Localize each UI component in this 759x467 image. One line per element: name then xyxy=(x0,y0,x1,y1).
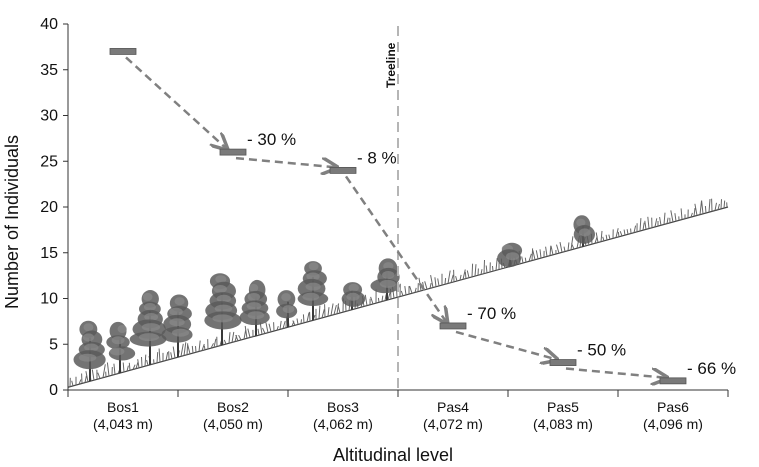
tree-foliage-highlight xyxy=(382,270,395,279)
category-name-label: Bos3 xyxy=(327,399,359,415)
vegetation-illustration xyxy=(67,198,729,388)
y-tick-label: 0 xyxy=(49,382,58,399)
tree-foliage-highlight xyxy=(576,218,586,227)
tree-foliage-highlight xyxy=(169,307,183,316)
tree-foliage-highlight xyxy=(379,279,396,288)
data-marker-bos2 xyxy=(219,148,247,156)
change-arrows xyxy=(125,56,667,378)
tree-foliage-highlight xyxy=(281,293,291,302)
y-axis-title: Number of Individuals xyxy=(2,135,22,309)
tree-foliage-highlight xyxy=(78,353,97,362)
y-tick-label: 35 xyxy=(40,62,58,79)
y-tick-label: 15 xyxy=(40,245,58,262)
tree-foliage-highlight xyxy=(308,262,319,271)
y-tick-label: 40 xyxy=(40,16,58,33)
category-altitude-label: (4,072 m) xyxy=(423,416,483,432)
change-arrow xyxy=(455,330,557,360)
tree-foliage-highlight xyxy=(83,323,94,332)
change-label-pas6: - 66 % xyxy=(687,359,736,378)
y-tick-label: 5 xyxy=(49,336,58,353)
change-arrow xyxy=(565,367,667,378)
tree-foliage-highlight xyxy=(216,294,232,303)
tree-foliage-highlight xyxy=(109,347,125,356)
category-altitude-label: (4,096 m) xyxy=(643,416,703,432)
tree-foliage-highlight xyxy=(82,333,95,342)
tree-foliage-highlight xyxy=(247,311,265,320)
category-name-label: Bos2 xyxy=(217,399,249,415)
change-label-bos2: - 30 % xyxy=(247,130,296,149)
tree-foliage-highlight xyxy=(302,292,320,301)
tree-foliage-highlight xyxy=(111,336,125,345)
category-name-label: Bos1 xyxy=(107,399,139,415)
y-tick-label: 10 xyxy=(40,291,58,308)
tree-foliage-highlight xyxy=(282,305,295,314)
tree-foliage-highlight xyxy=(213,284,227,293)
tree-foliage-highlight xyxy=(169,318,185,327)
tree-foliage-highlight xyxy=(171,328,190,337)
category-name-label: Pas6 xyxy=(657,399,689,415)
change-label-pas5: - 50 % xyxy=(577,341,626,360)
data-markers xyxy=(109,48,687,385)
tree-foliage-highlight xyxy=(117,325,127,334)
y-tick-label: 25 xyxy=(40,153,58,170)
tree-foliage-highlight xyxy=(578,228,591,237)
tree-foliage-highlight xyxy=(247,293,261,302)
tree-foliage-highlight xyxy=(214,304,233,313)
category-altitude-label: (4,083 m) xyxy=(533,416,593,432)
category-altitude-label: (4,050 m) xyxy=(203,416,263,432)
tree-foliage-highlight xyxy=(141,323,161,332)
y-tick-label: 30 xyxy=(40,108,58,125)
change-labels: - 30 % - 8 % - 70 % - 50 % - 66 % xyxy=(247,130,736,378)
y-tick-label: 20 xyxy=(40,199,58,216)
tree-foliage-highlight xyxy=(249,283,259,292)
treeline-label: Treeline xyxy=(384,42,398,88)
tree-foliage-highlight xyxy=(142,292,153,301)
category-name-label: Pas5 xyxy=(547,399,579,415)
tree-foliage-highlight xyxy=(143,302,156,311)
category-altitude-label: (4,043 m) xyxy=(93,416,153,432)
data-marker-pas6 xyxy=(659,377,687,385)
category-altitude-label: (4,062 m) xyxy=(313,416,373,432)
change-arrow xyxy=(125,56,227,149)
category-labels: Bos1(4,043 m) Bos2(4,050 m) Bos3(4,062 m) P… xyxy=(93,399,703,432)
tree-foliage-highlight xyxy=(246,302,262,311)
change-arrow xyxy=(235,156,337,167)
tree-foliage-highlight xyxy=(305,282,321,291)
tree-foliage-highlight xyxy=(306,272,320,281)
change-label-pas4: - 70 % xyxy=(467,304,516,323)
change-arrow xyxy=(344,175,447,323)
data-marker-bos1 xyxy=(109,48,137,55)
data-marker-bos3 xyxy=(329,166,357,174)
tree-foliage-highlight xyxy=(348,283,359,292)
change-label-bos3: - 8 % xyxy=(357,148,397,167)
category-name-label: Pas4 xyxy=(437,399,469,415)
y-ticks: 0 5 10 15 20 25 30 35 40 xyxy=(40,16,68,399)
x-ticks xyxy=(67,390,729,397)
tree-foliage-highlight xyxy=(215,275,227,284)
tree-foliage-highlight xyxy=(84,343,99,352)
tree-foliage-highlight xyxy=(505,252,520,261)
tree-foliage-highlight xyxy=(212,314,233,323)
tree-foliage-highlight xyxy=(174,297,185,306)
tree-foliage-highlight xyxy=(346,292,360,301)
tree-foliage-highlight xyxy=(138,333,160,342)
tree-foliage-highlight xyxy=(144,313,159,322)
data-marker-pas5 xyxy=(549,359,577,366)
data-marker-pas4 xyxy=(439,322,467,330)
x-axis-title: Altitudinal level xyxy=(333,445,453,465)
